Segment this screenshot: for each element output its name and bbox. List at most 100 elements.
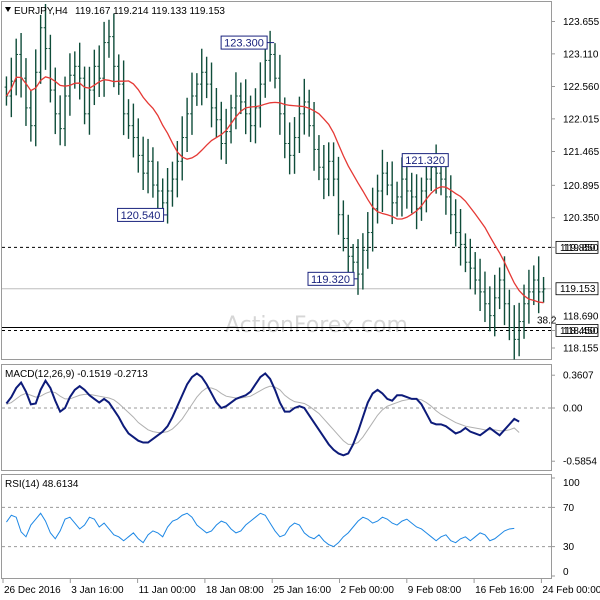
candle [38,14,43,84]
candle [346,214,351,278]
price-tick-label: 118.450 [563,326,599,337]
candle [488,286,492,332]
candle [180,116,185,181]
candle [385,161,390,196]
candle [126,99,131,139]
price-tick-label: 122.560 [563,82,600,93]
collapse-triangle-icon[interactable] [5,7,11,12]
candle [253,88,258,144]
candle [312,101,316,171]
candle [63,76,67,147]
price-tick-label: 121.465 [563,147,600,158]
time-tick-label: 16 Feb 16:00 [475,585,534,596]
candle [400,157,404,217]
candle [527,269,531,324]
candle [448,175,453,235]
swing-label-text: 120.540 [121,210,161,222]
moving-average-line [5,76,544,304]
macd-title: MACD(12,26,9) -0.1519 -0.2713 [5,369,148,380]
candle [331,142,336,197]
candle [102,21,106,97]
candle [263,45,268,98]
candle [92,49,97,106]
candle [185,97,189,153]
candle [522,284,526,339]
level-tag [555,240,599,254]
current-price-tag [555,282,599,296]
candle [224,108,228,164]
time-tick-label: 24 Feb 00:00 [542,585,600,596]
candle [517,302,521,357]
candle [292,117,297,174]
rsi-tick-label: 70 [563,503,575,514]
candle [453,199,458,247]
candle [141,136,145,191]
candle [175,141,180,198]
candle [282,97,287,159]
candle [243,79,248,135]
candle [341,200,346,252]
swing-label: 123.300 [220,35,275,50]
level-tag-label: 119.850 [560,243,596,254]
price-tick-label: 123.110 [563,49,599,60]
candle [336,156,341,235]
candle [107,19,111,58]
candle [29,90,33,142]
candle [165,167,170,224]
macd-main-line [5,372,520,457]
price-tick-label: 123.655 [563,17,600,28]
watermark: ActionForex.com [225,313,408,338]
candle [419,177,424,221]
price-tick-label: 120.350 [563,213,600,224]
candle [375,174,380,224]
candle [151,147,155,198]
macd-tick-label: 0.3607 [563,371,594,382]
rsi-tick-label: 0 [563,567,569,578]
rsi-line [6,512,515,548]
candle [48,34,53,103]
candle [512,305,517,360]
candle [409,172,414,214]
candle [502,256,507,326]
price-pane: ActionForex.com 119.850 118.450 38.2 119.15… [1,1,600,360]
candle [531,265,536,306]
candle [541,276,546,303]
price-tick-label: 120.895 [563,181,600,192]
time-tick-label: 3 Jan 16:00 [71,585,124,596]
candle [492,274,497,337]
candle [53,67,58,135]
swing-label: 119.320 [307,271,359,286]
candle [214,88,219,138]
candle [356,239,360,295]
candle [458,208,463,266]
candle [43,4,48,70]
candle [380,149,385,212]
candle [434,144,438,194]
macd-pane: 0.3607 0.00 -0.5854 MACD(12,26,9) -0.1519 … [1,364,597,471]
candle [121,60,126,136]
price-tick-label: 118.155 [563,343,599,354]
candle [73,51,77,89]
candle [170,161,175,207]
swing-label-text: 119.320 [311,274,350,286]
swing-label: 121.320 [401,153,449,168]
rsi-tick-label: 30 [563,542,575,553]
candle [136,118,141,173]
candle [131,103,136,158]
candle [478,258,482,312]
candle [258,62,263,128]
candle [326,142,331,197]
time-tick-label: 26 Dec 2016 [4,585,61,596]
price-header: EURJPY,H4 119.167 119.214 119.133 119.15… [5,6,225,17]
price-tick-label: 118.690 [563,312,599,323]
candle [287,122,292,175]
price-tick-label: 119.850 [563,243,599,254]
candle [483,271,487,323]
candle [463,233,468,273]
candle [199,48,204,106]
candle [507,289,512,341]
time-tick-label: 25 Jan 16:00 [273,585,331,596]
candle [307,89,311,137]
candle [116,54,121,95]
candle [361,233,365,290]
